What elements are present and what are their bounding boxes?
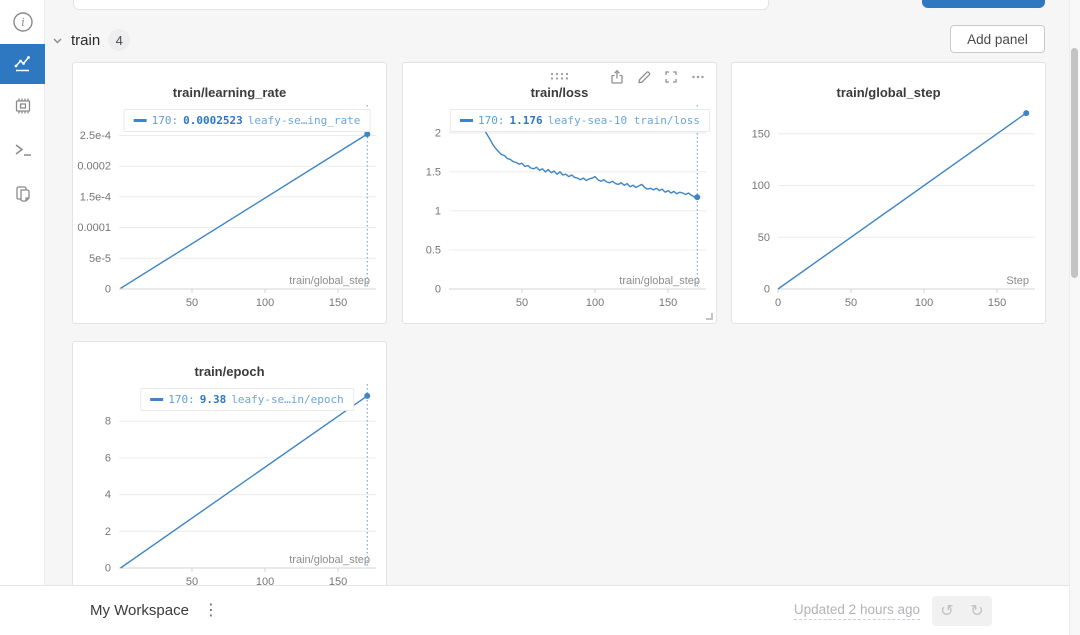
svg-text:0.0001: 0.0001	[77, 222, 111, 234]
svg-text:100: 100	[586, 297, 604, 309]
legend-value: 1.176	[509, 114, 543, 127]
svg-text:100: 100	[915, 297, 933, 309]
svg-text:50: 50	[516, 297, 528, 309]
legend-line-swatch	[150, 398, 164, 401]
legend-value: 0.0002523	[183, 114, 243, 127]
svg-text:50: 50	[758, 232, 770, 244]
svg-text:1.5e-4: 1.5e-4	[80, 191, 111, 203]
chevron-down-icon[interactable]	[52, 35, 63, 46]
svg-text:50: 50	[845, 297, 857, 309]
panel-resize-handle[interactable]	[706, 313, 713, 320]
chart-title: train/epoch	[194, 364, 265, 379]
history-buttons: ↺ ↻	[932, 595, 992, 626]
legend-line-swatch	[133, 119, 147, 122]
svg-text:train/global_step: train/global_step	[289, 275, 370, 287]
terminal-icon	[13, 140, 33, 160]
svg-text:100: 100	[256, 297, 274, 309]
primary-action-button-partial[interactable]	[922, 0, 1045, 8]
panel-train-loss[interactable]: train/loss 170: 1.176 leafy-sea-10 train…	[402, 62, 717, 324]
svg-text:0: 0	[105, 284, 111, 296]
cpu-chip-icon	[12, 95, 34, 117]
chart-legend: 170: 1.176 leafy-sea-10 train/loss	[450, 109, 710, 132]
files-icon	[13, 184, 33, 204]
svg-text:150: 150	[752, 128, 770, 140]
redo-icon[interactable]: ↻	[970, 602, 984, 620]
svg-text:0.0002: 0.0002	[77, 161, 111, 173]
svg-text:train/global_step: train/global_step	[619, 275, 700, 287]
chart-title: train/global_step	[836, 85, 941, 100]
fullscreen-icon[interactable]	[663, 69, 679, 85]
panel-hover-toolbar	[403, 69, 716, 89]
sidebar-item-files[interactable]	[0, 172, 45, 216]
svg-text:5e-5: 5e-5	[89, 253, 111, 265]
workspace-menu-icon[interactable]: ⋮	[202, 601, 219, 619]
panel-train-epoch[interactable]: train/epoch 170: 9.38 leafy-se…in/epoch …	[72, 341, 387, 603]
more-options-icon[interactable]	[690, 69, 706, 85]
svg-text:2.5e-4: 2.5e-4	[80, 130, 111, 142]
sidebar-item-charts[interactable]	[0, 44, 45, 84]
svg-text:1: 1	[435, 205, 441, 217]
workspace-selector[interactable]: My Workspace ⋮	[90, 602, 219, 619]
panel-count-badge: 4	[108, 29, 131, 51]
svg-text:4: 4	[105, 489, 111, 501]
panel-tools	[609, 69, 706, 85]
workspace-name: My Workspace	[90, 602, 189, 619]
chart-title: train/learning_rate	[172, 85, 287, 100]
legend-run-name: leafy-se…in/epoch	[231, 393, 344, 406]
panel-train-learning-rate[interactable]: train/learning_rate 170: 0.0002523 leafy…	[72, 62, 387, 324]
updated-timestamp[interactable]: Updated 2 hours ago	[793, 602, 920, 620]
svg-text:0: 0	[775, 297, 781, 309]
sidebar-item-logs[interactable]	[0, 128, 45, 172]
section-title[interactable]: train	[71, 31, 101, 49]
legend-line-swatch	[460, 119, 474, 122]
left-sidebar: i	[0, 0, 45, 585]
workspace-footer-bar: My Workspace ⋮ Updated 2 hours ago ↺ ↻	[0, 585, 1080, 635]
line-chart-icon	[13, 54, 33, 74]
svg-text:0.5: 0.5	[426, 244, 441, 256]
chart-legend: 170: 0.0002523 leafy-se…ing_rate	[123, 109, 371, 132]
sidebar-item-info[interactable]: i	[0, 0, 45, 44]
svg-text:2: 2	[105, 526, 111, 538]
svg-text:150: 150	[329, 297, 347, 309]
legend-value: 9.38	[199, 393, 227, 406]
svg-text:0: 0	[764, 284, 770, 296]
section-header: train 4	[52, 26, 131, 54]
page-scrollbar-thumb[interactable]	[1071, 48, 1078, 278]
add-panel-button[interactable]: Add panel	[950, 25, 1045, 53]
legend-step: 170:	[168, 393, 195, 406]
sidebar-item-system[interactable]	[0, 84, 45, 128]
page-scrollbar-track[interactable]	[1069, 0, 1080, 635]
svg-text:0: 0	[435, 284, 441, 296]
svg-text:Step: Step	[1006, 275, 1029, 287]
svg-text:train/global_step: train/global_step	[289, 554, 370, 566]
svg-text:100: 100	[752, 180, 770, 192]
undo-icon[interactable]: ↺	[940, 602, 954, 620]
svg-text:2: 2	[435, 127, 441, 139]
footer-right-controls: Updated 2 hours ago ↺ ↻	[793, 595, 992, 626]
edit-pencil-icon[interactable]	[636, 69, 652, 85]
run-search-bar-partial[interactable]	[73, 0, 769, 10]
legend-step: 170:	[151, 114, 179, 127]
svg-text:8: 8	[105, 416, 111, 428]
svg-text:150: 150	[988, 297, 1006, 309]
svg-text:i: i	[21, 16, 25, 29]
svg-text:50: 50	[186, 297, 198, 309]
export-icon[interactable]	[609, 69, 625, 85]
svg-text:0: 0	[105, 563, 111, 575]
chart-legend: 170: 9.38 leafy-se…in/epoch	[140, 388, 354, 411]
svg-text:150: 150	[659, 297, 677, 309]
legend-run-name: leafy-se…ing_rate	[247, 114, 361, 127]
svg-text:6: 6	[105, 452, 111, 464]
chart-title: train/loss	[530, 85, 589, 100]
drag-handle-icon[interactable]	[549, 71, 571, 81]
legend-run-name: leafy-sea-10 train/loss	[547, 114, 700, 127]
chart-canvas[interactable]: 0 0.5 1 1.5 2 50 100 150 train/global_step	[403, 63, 718, 325]
panel-train-global-step[interactable]: train/global_step 0 50 100 150 0 50 100 150 Step	[731, 62, 1046, 324]
svg-text:1.5: 1.5	[426, 166, 441, 178]
info-icon: i	[12, 11, 34, 33]
legend-step: 170:	[478, 114, 505, 127]
